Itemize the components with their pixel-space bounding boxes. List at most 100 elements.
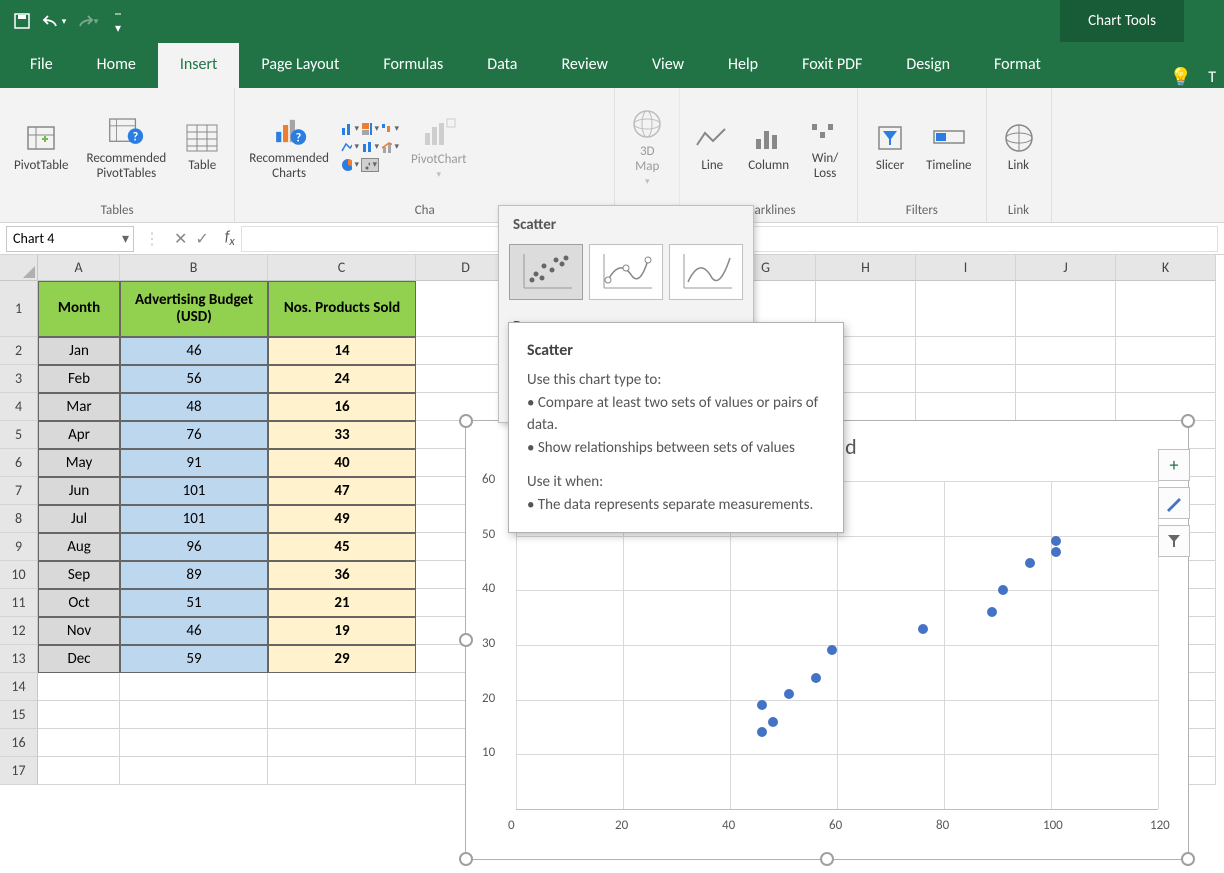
table-button[interactable]: Table — [178, 118, 226, 175]
cell[interactable]: 19 — [268, 617, 416, 645]
scatter-smooth-lines-option[interactable] — [669, 244, 743, 300]
cell[interactable] — [268, 701, 416, 729]
tab-foxit-pdf[interactable]: Foxit PDF — [780, 43, 884, 88]
row-header[interactable]: 3 — [0, 365, 38, 393]
row-header[interactable]: 4 — [0, 393, 38, 421]
sparkline-winloss-button[interactable]: Win/ Loss — [801, 111, 849, 183]
cell[interactable] — [38, 729, 120, 757]
cell[interactable]: 56 — [120, 365, 268, 393]
tab-file[interactable]: File — [8, 43, 75, 88]
resize-handle[interactable] — [459, 633, 473, 647]
column-header[interactable]: A — [38, 255, 120, 281]
row-header[interactable]: 14 — [0, 673, 38, 701]
cell[interactable]: 101 — [120, 505, 268, 533]
cell[interactable] — [1116, 281, 1216, 337]
enter-icon[interactable]: ✓ — [195, 229, 208, 249]
sparkline-column-button[interactable]: Column — [742, 118, 795, 175]
cell[interactable]: Advertising Budget (USD) — [120, 281, 268, 337]
cell[interactable] — [38, 757, 120, 785]
cell[interactable]: 101 — [120, 477, 268, 505]
cell[interactable]: 89 — [120, 561, 268, 589]
link-button[interactable]: Link — [995, 118, 1043, 175]
chart-data-point[interactable] — [784, 689, 794, 699]
cell[interactable] — [120, 701, 268, 729]
save-icon[interactable] — [8, 7, 36, 35]
tab-format[interactable]: Format — [972, 43, 1063, 88]
row-header[interactable]: 17 — [0, 757, 38, 785]
resize-handle[interactable] — [820, 852, 834, 866]
chart-data-point[interactable] — [1051, 536, 1061, 546]
cell[interactable] — [916, 365, 1016, 393]
cell[interactable]: Nov — [38, 617, 120, 645]
row-header[interactable]: 13 — [0, 645, 38, 673]
stat-chart-icon[interactable] — [361, 140, 379, 154]
line-chart-icon[interactable] — [341, 140, 359, 154]
cell[interactable] — [268, 673, 416, 701]
column-header[interactable]: B — [120, 255, 268, 281]
scatter-smooth-markers-option[interactable] — [589, 244, 663, 300]
column-chart-icon[interactable] — [341, 122, 359, 136]
chart-data-point[interactable] — [827, 645, 837, 655]
sparkline-line-button[interactable]: Line — [688, 118, 736, 175]
tab-help[interactable]: Help — [706, 43, 780, 88]
cell[interactable]: 45 — [268, 533, 416, 561]
cell[interactable]: 29 — [268, 645, 416, 673]
cell[interactable]: 36 — [268, 561, 416, 589]
cell[interactable] — [1116, 393, 1216, 421]
cell[interactable] — [120, 757, 268, 785]
cell[interactable]: 16 — [268, 393, 416, 421]
3d-map-button[interactable]: 3D Map▾ — [623, 104, 671, 189]
chart-data-point[interactable] — [1051, 547, 1061, 557]
tab-review[interactable]: Review — [539, 43, 630, 88]
chart-elements-button[interactable]: + — [1158, 449, 1190, 481]
cell[interactable] — [916, 337, 1016, 365]
cell[interactable] — [120, 673, 268, 701]
tab-page-layout[interactable]: Page Layout — [239, 43, 361, 88]
tab-design[interactable]: Design — [884, 43, 972, 88]
cell[interactable] — [1116, 337, 1216, 365]
row-header[interactable]: 6 — [0, 449, 38, 477]
timeline-button[interactable]: Timeline — [920, 118, 977, 175]
chart-data-point[interactable] — [1025, 558, 1035, 568]
cell[interactable]: Mar — [38, 393, 120, 421]
cell[interactable]: Jan — [38, 337, 120, 365]
cell[interactable]: Aug — [38, 533, 120, 561]
row-header[interactable]: 16 — [0, 729, 38, 757]
name-box[interactable]: Chart 4▾ — [6, 226, 134, 252]
column-header[interactable]: H — [816, 255, 916, 281]
row-header[interactable]: 8 — [0, 505, 38, 533]
cell[interactable] — [1116, 365, 1216, 393]
cell[interactable]: 40 — [268, 449, 416, 477]
slicer-button[interactable]: Slicer — [866, 118, 914, 175]
redo-icon[interactable]: ▾ — [72, 7, 100, 35]
scatter-plain-option[interactable] — [509, 244, 583, 300]
chart-data-point[interactable] — [987, 607, 997, 617]
cell[interactable]: Oct — [38, 589, 120, 617]
row-header[interactable]: 5 — [0, 421, 38, 449]
chart-data-point[interactable] — [918, 624, 928, 634]
waterfall-chart-icon[interactable] — [381, 122, 399, 136]
scatter-chart-icon[interactable] — [361, 158, 379, 172]
cell[interactable] — [1016, 281, 1116, 337]
resize-handle[interactable] — [459, 852, 473, 866]
row-header[interactable]: 9 — [0, 533, 38, 561]
cell[interactable]: Jul — [38, 505, 120, 533]
row-header[interactable]: 15 — [0, 701, 38, 729]
column-header[interactable]: J — [1016, 255, 1116, 281]
pivottable-button[interactable]: PivotTable — [8, 118, 75, 175]
cell[interactable]: 14 — [268, 337, 416, 365]
cell[interactable]: Nos. Products Sold — [268, 281, 416, 337]
hierarchy-chart-icon[interactable] — [361, 122, 379, 136]
cell[interactable]: 59 — [120, 645, 268, 673]
cell[interactable] — [916, 281, 1016, 337]
chevron-down-icon[interactable]: ▾ — [122, 230, 129, 247]
row-header[interactable]: 11 — [0, 589, 38, 617]
tab-view[interactable]: View — [630, 43, 706, 88]
tell-me[interactable]: T — [1208, 68, 1216, 87]
recommended-pivottables-button[interactable]: ? Recommended PivotTables — [81, 111, 173, 183]
fx-icon[interactable]: fx — [219, 228, 241, 249]
chart-data-point[interactable] — [998, 585, 1008, 595]
tab-insert[interactable]: Insert — [158, 43, 240, 88]
cell[interactable]: 48 — [120, 393, 268, 421]
row-header[interactable]: 10 — [0, 561, 38, 589]
